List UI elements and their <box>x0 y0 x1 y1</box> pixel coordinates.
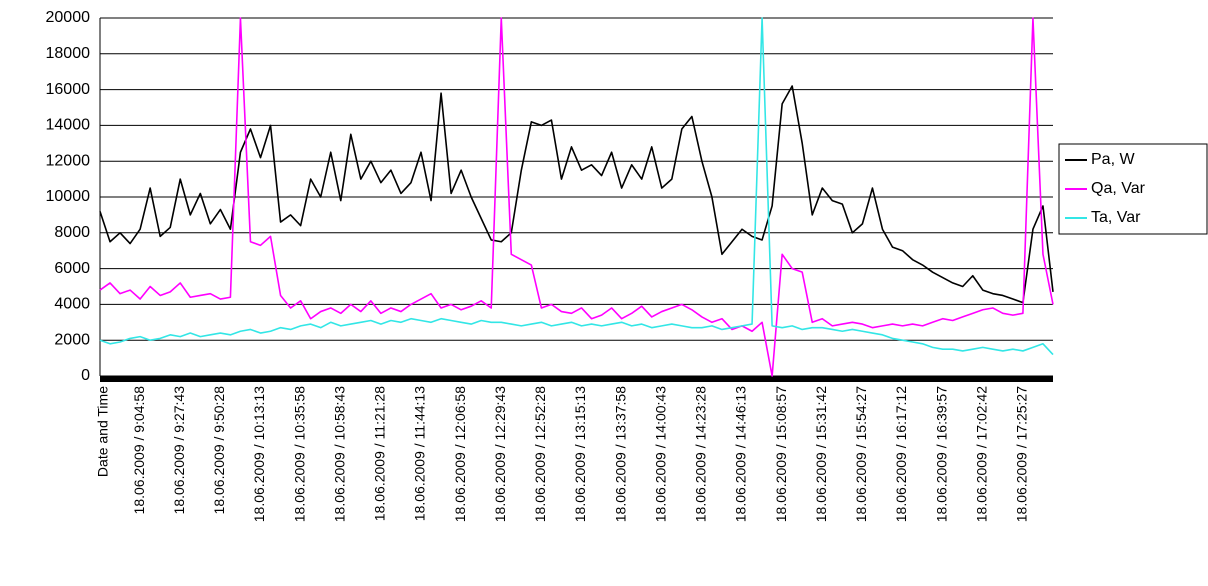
x-axis-bar <box>100 376 1053 382</box>
x-tick-label: 18.06.2009 / 10:13:13 <box>251 386 267 522</box>
x-tick-label: 18.06.2009 / 17:25:27 <box>1014 386 1030 522</box>
series-line <box>99 17 1054 377</box>
legend-label: Ta, Var <box>1091 209 1141 226</box>
y-tick-label: 14000 <box>46 117 91 134</box>
x-tick-label: 18.06.2009 / 16:39:57 <box>933 386 949 522</box>
x-tick-label: 18.06.2009 / 11:21:28 <box>372 386 388 521</box>
x-tick-label: 18.06.2009 / 15:54:27 <box>853 386 869 522</box>
x-tick-label: 18.06.2009 / 16:17:12 <box>893 386 909 522</box>
x-tick-label: 18.06.2009 / 10:58:43 <box>331 386 347 522</box>
legend-label: Pa, W <box>1091 151 1135 168</box>
y-tick-label: 16000 <box>46 81 91 98</box>
x-tick-label: 18.06.2009 / 17:02:42 <box>973 386 989 522</box>
y-tick-label: 4000 <box>54 296 90 313</box>
x-tick-label: 18.06.2009 / 13:37:58 <box>612 386 628 522</box>
x-tick-label: 18.06.2009 / 14:46:13 <box>733 386 749 522</box>
y-tick-label: 20000 <box>46 9 91 26</box>
y-tick-label: 0 <box>81 367 90 384</box>
x-tick-label: 18.06.2009 / 12:52:28 <box>532 386 548 522</box>
x-tick-label: 18.06.2009 / 13:15:13 <box>572 386 588 522</box>
x-tick-label: 18.06.2009 / 9:04:58 <box>131 386 147 515</box>
x-tick-label: 18.06.2009 / 15:31:42 <box>813 386 829 522</box>
x-tick-label: 18.06.2009 / 14:23:28 <box>693 386 709 522</box>
legend-label: Qa, Var <box>1091 180 1146 197</box>
x-tick-label: 18.06.2009 / 12:29:43 <box>492 386 508 522</box>
x-tick-label: 18.06.2009 / 11:44:13 <box>412 386 428 521</box>
y-tick-label: 18000 <box>46 45 91 62</box>
x-tick-label: 18.06.2009 / 9:27:43 <box>171 386 187 515</box>
y-tick-label: 6000 <box>54 260 90 277</box>
y-tick-label: 8000 <box>54 224 90 241</box>
x-axis-title: Date and Time <box>95 386 111 477</box>
x-tick-label: 18.06.2009 / 9:50:28 <box>211 386 227 515</box>
y-tick-label: 12000 <box>46 152 91 169</box>
series-line <box>99 85 1054 304</box>
x-tick-label: 18.06.2009 / 15:08:57 <box>773 386 789 522</box>
x-tick-label: 18.06.2009 / 10:35:58 <box>291 386 307 522</box>
x-tick-label: 18.06.2009 / 14:00:43 <box>652 386 668 522</box>
x-tick-label: 18.06.2009 / 12:06:58 <box>452 386 468 522</box>
y-tick-label: 2000 <box>54 331 90 348</box>
y-tick-label: 10000 <box>46 188 91 205</box>
series-line <box>99 17 1054 356</box>
